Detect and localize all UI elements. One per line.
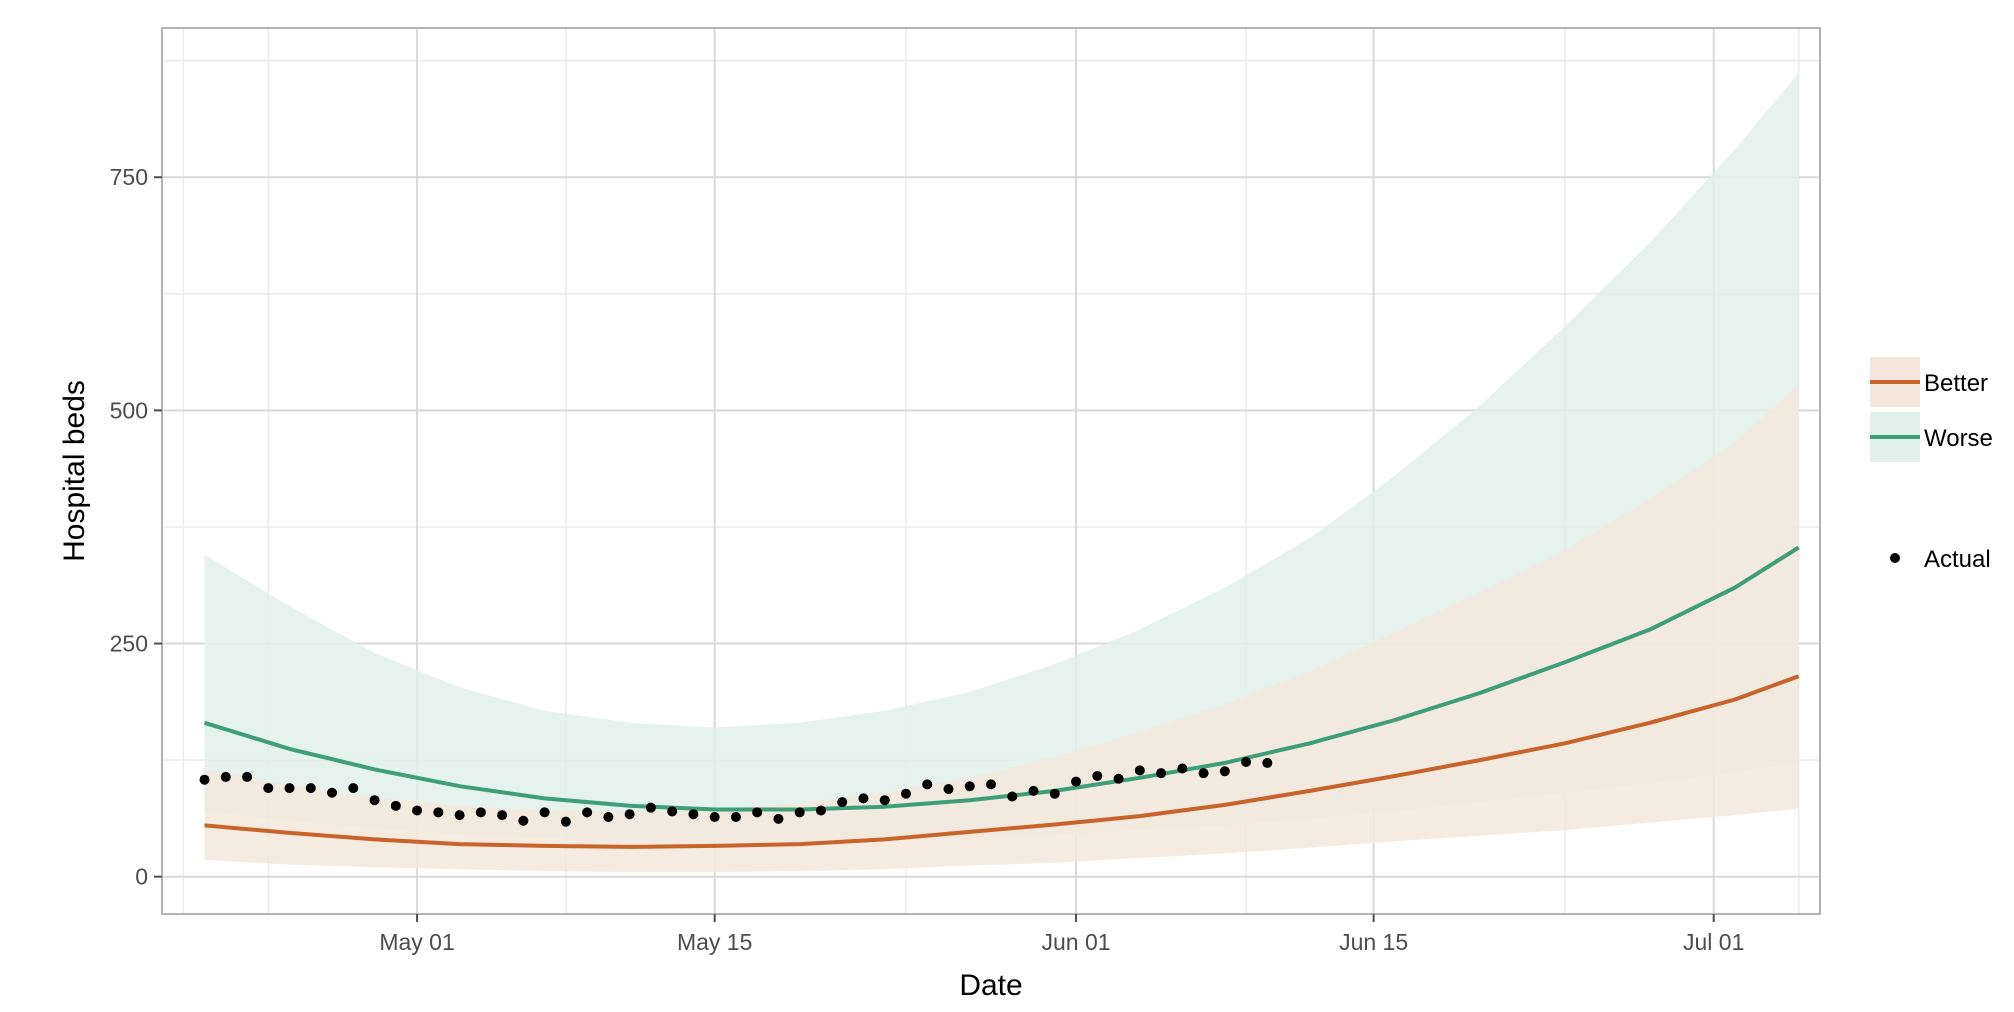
y-tick-label: 500 bbox=[110, 397, 148, 423]
actual-point bbox=[879, 795, 890, 806]
actual-point bbox=[943, 784, 954, 795]
legend-key-actual-point bbox=[1890, 553, 1900, 563]
y-axis-title: Hospital beds bbox=[58, 380, 91, 562]
actual-point bbox=[773, 813, 784, 824]
legend-label-better: Better bbox=[1924, 370, 1988, 397]
actual-point bbox=[582, 807, 593, 818]
x-axis-title: Date bbox=[959, 969, 1022, 1002]
actual-point bbox=[220, 771, 231, 782]
actual-point bbox=[667, 806, 678, 817]
actual-point bbox=[1198, 768, 1209, 779]
actual-point bbox=[730, 812, 741, 823]
actual-point bbox=[603, 812, 614, 823]
actual-point bbox=[815, 805, 826, 816]
actual-point bbox=[539, 807, 550, 818]
actual-point bbox=[900, 788, 911, 799]
legend-label-actual: Actual bbox=[1924, 546, 1991, 573]
x-tick-label: Jun 01 bbox=[1041, 929, 1110, 955]
actual-point bbox=[624, 809, 635, 820]
confidence-bands bbox=[204, 72, 1799, 872]
actual-point bbox=[454, 810, 465, 821]
actual-point bbox=[263, 783, 274, 794]
actual-point bbox=[305, 783, 316, 794]
actual-point bbox=[433, 807, 444, 818]
actual-point bbox=[964, 781, 975, 792]
actual-point bbox=[1092, 770, 1103, 781]
y-tick-label: 0 bbox=[135, 864, 148, 890]
legend-label-worse: Worse bbox=[1924, 425, 1993, 452]
actual-point bbox=[1049, 788, 1060, 799]
actual-point bbox=[327, 787, 338, 798]
actual-point bbox=[390, 800, 401, 811]
actual-point bbox=[412, 805, 423, 816]
actual-point bbox=[242, 771, 253, 782]
actual-point bbox=[794, 807, 805, 818]
actual-points bbox=[199, 756, 1273, 827]
x-tick-label: Jun 15 bbox=[1339, 929, 1408, 955]
actual-point bbox=[1134, 765, 1145, 776]
actual-point bbox=[199, 774, 210, 785]
actual-point bbox=[497, 810, 508, 821]
actual-point bbox=[1262, 757, 1273, 768]
actual-point bbox=[1177, 763, 1188, 774]
actual-point bbox=[645, 802, 656, 813]
actual-point bbox=[986, 779, 996, 790]
legend: Better Worse Actual bbox=[1870, 357, 1993, 573]
y-tick-label: 250 bbox=[110, 631, 148, 657]
actual-point bbox=[688, 809, 699, 820]
band-better bbox=[204, 384, 1799, 872]
y-axis-ticks: 0 250 500 750 bbox=[110, 164, 162, 890]
actual-point bbox=[752, 807, 763, 818]
x-axis-ticks: May 01 May 15 Jun 01 Jun 15 Jul 01 bbox=[379, 914, 1744, 955]
actual-point bbox=[1156, 768, 1167, 779]
actual-point bbox=[922, 779, 933, 790]
actual-point bbox=[284, 783, 295, 794]
actual-point bbox=[1071, 776, 1082, 787]
actual-point bbox=[518, 815, 529, 826]
line-better bbox=[204, 674, 1800, 849]
plot-border bbox=[161, 27, 1821, 915]
actual-point bbox=[1028, 785, 1039, 796]
actual-point bbox=[560, 816, 571, 827]
actual-point bbox=[348, 783, 359, 794]
actual-point bbox=[1219, 766, 1230, 777]
actual-point bbox=[1113, 773, 1124, 784]
actual-point bbox=[858, 793, 869, 804]
x-tick-label: May 01 bbox=[379, 929, 454, 955]
x-tick-label: May 15 bbox=[677, 929, 752, 955]
actual-point bbox=[475, 807, 486, 818]
actual-point bbox=[709, 812, 720, 823]
y-tick-label: 750 bbox=[110, 164, 148, 190]
actual-point bbox=[369, 795, 380, 806]
actual-point bbox=[1241, 756, 1252, 767]
actual-point bbox=[837, 797, 848, 808]
actual-point bbox=[1007, 791, 1018, 802]
x-tick-label: Jul 01 bbox=[1683, 929, 1744, 955]
